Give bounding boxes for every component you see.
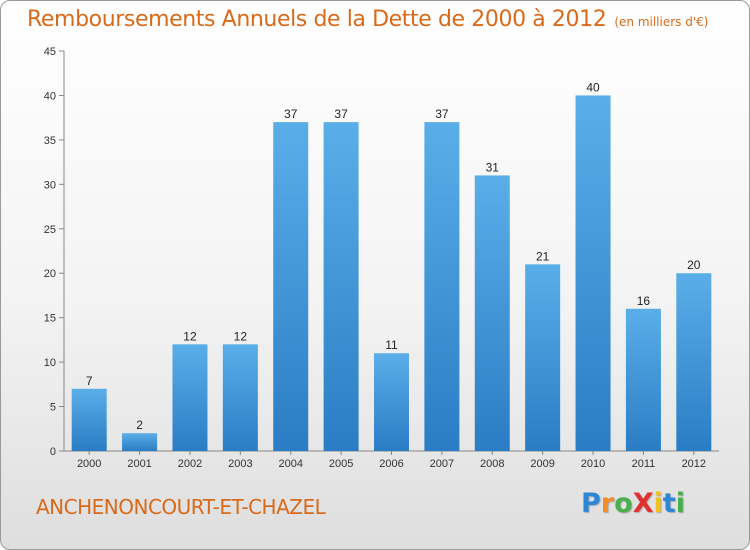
y-tick-label: 20 [44,268,56,280]
bar-2007 [424,122,460,451]
data-label-2003: 12 [234,329,248,343]
chart-subtitle: (en milliers d'€) [614,15,709,29]
x-tick-label-2005: 2005 [329,458,353,470]
x-tick-label-2002: 2002 [178,458,202,470]
bar-2012 [676,273,712,451]
logo-letter: i [653,488,663,519]
x-tick-label-2012: 2012 [682,458,706,470]
data-label-2006: 11 [385,338,398,352]
bar-2004 [273,122,309,451]
logo-letter: o [614,488,633,519]
y-tick-label: 0 [50,446,56,458]
x-tick-label-2000: 2000 [77,458,101,470]
chart-title-text: Remboursements Annuels de la Dette de 20… [27,7,607,32]
data-label-2008: 31 [486,160,500,174]
data-label-2000: 7 [86,374,93,388]
logo-letter: X [632,488,654,519]
y-tick-label: 10 [44,357,56,369]
data-label-2007: 37 [435,107,449,121]
data-label-2001: 2 [136,418,143,432]
x-tick-label-2009: 2009 [530,458,554,470]
chart-title: Remboursements Annuels de la Dette de 20… [27,7,708,32]
data-label-2002: 12 [183,329,197,343]
logo-letter: i [675,488,685,519]
chart-axes: 0 5 10 15 20 25 30 35 40 45 2000 2001 2002 2003 2004 20… [44,46,719,470]
chart-data-labels: 7 2 12 12 37 37 11 37 31 21 40 16 20 [86,80,701,432]
x-tick-label-2007: 2007 [430,458,454,470]
x-tick-label-2011: 2011 [632,458,656,470]
bar-2010 [575,95,611,451]
bar-2008 [474,175,510,451]
bar-2002 [172,344,208,451]
bar-2000 [71,388,107,451]
x-tick-label-2008: 2008 [480,458,504,470]
x-tick-label-2001: 2001 [127,458,151,470]
x-tick-label-2006: 2006 [379,458,403,470]
data-label-2012: 20 [687,258,701,272]
bar-2006 [374,353,409,451]
y-tick-label: 15 [44,313,56,325]
data-label-2009: 21 [536,249,550,263]
y-tick-label: 35 [44,135,56,147]
x-tick-label-2004: 2004 [278,458,302,470]
bar-2003 [222,344,258,451]
logo-letter: r [600,488,615,519]
bar-2011 [625,308,661,451]
x-tick-label-2010: 2010 [581,458,605,470]
data-label-2005: 37 [334,107,348,121]
y-tick-label: 5 [50,402,56,414]
logo-letter: t [662,488,676,519]
y-tick-label: 45 [44,46,56,58]
bar-2005 [323,122,359,451]
y-tick-label: 30 [44,179,56,191]
proxiti-logo: ProXiti [581,488,685,519]
bar-2009 [525,264,561,451]
logo-letter: P [581,488,601,519]
y-tick-label: 40 [44,90,56,102]
data-label-2004: 37 [284,107,298,121]
data-label-2011: 16 [637,294,651,308]
commune-name: ANCHENONCOURT-ET-CHAZEL [36,495,326,519]
y-tick-label: 25 [44,224,56,236]
bar-2001 [122,433,158,451]
data-label-2010: 40 [586,80,600,94]
chart-bars [71,95,712,451]
x-tick-label-2003: 2003 [228,458,252,470]
